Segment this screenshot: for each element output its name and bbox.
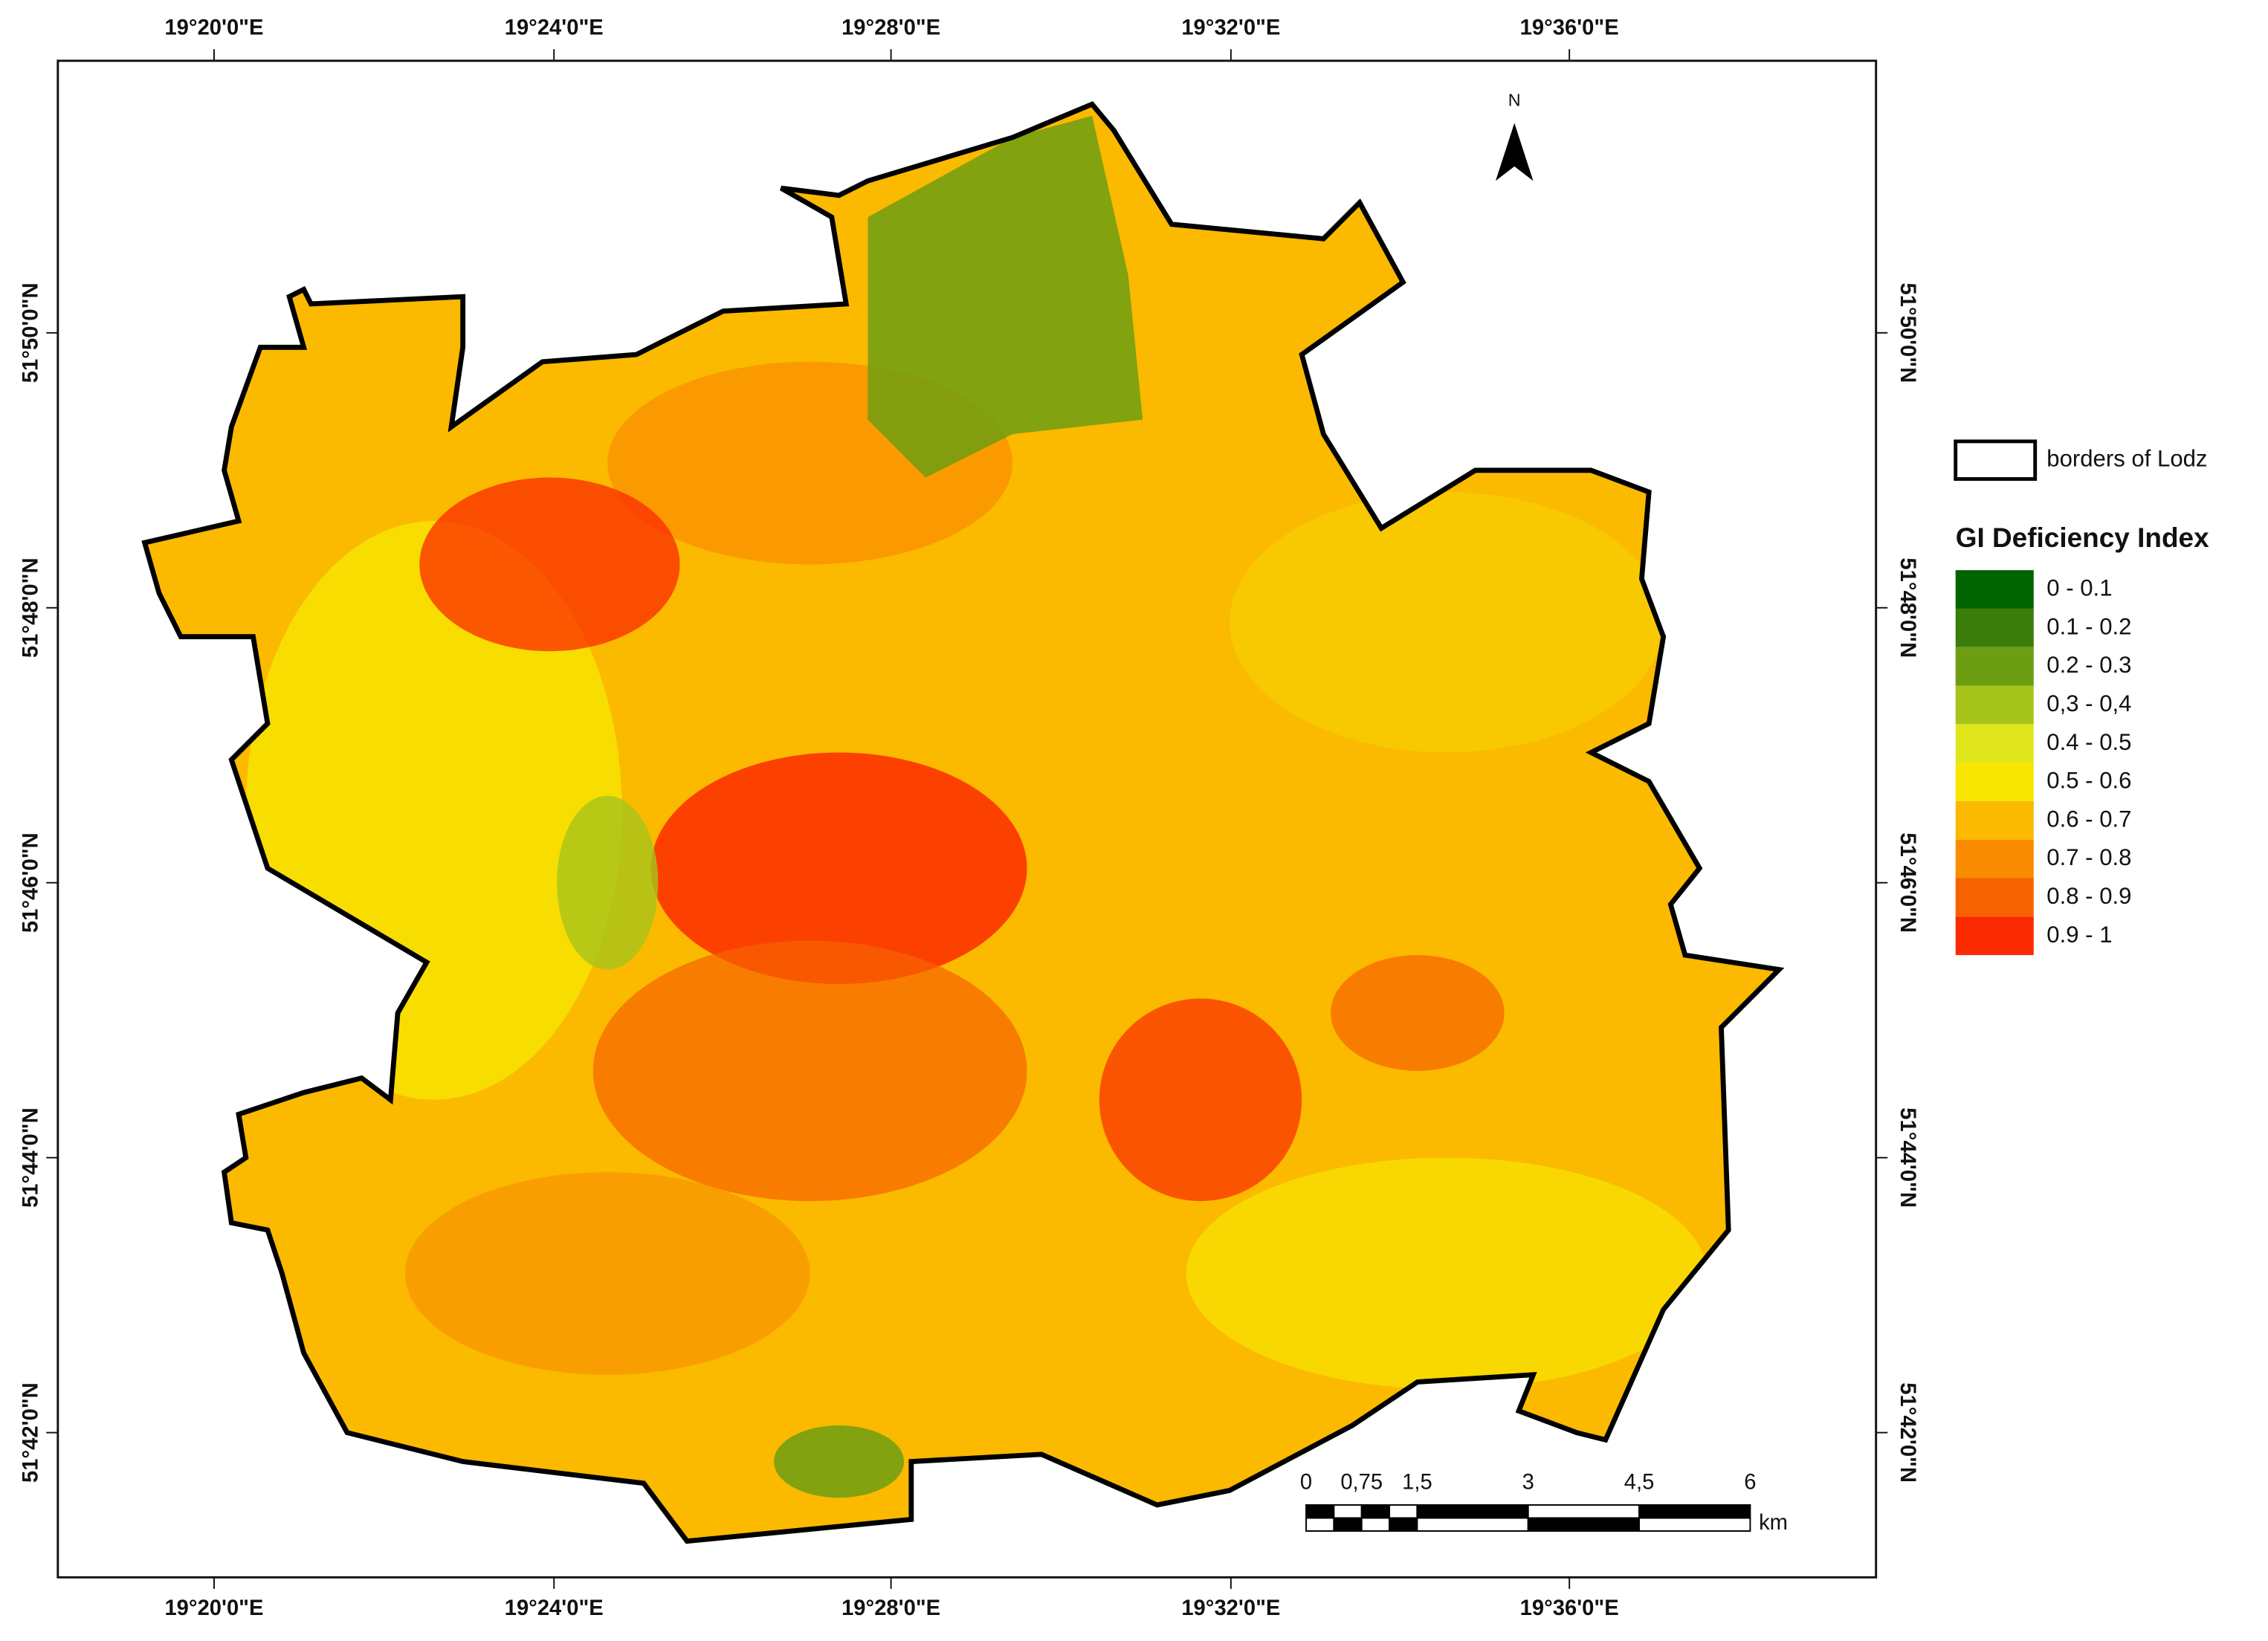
raster-patch <box>868 115 1143 478</box>
longitude-label: 19°32'0"E <box>1181 1596 1280 1620</box>
scale-segment <box>1305 1504 1335 1519</box>
legend-label: 0.1 - 0.2 <box>2046 613 2131 639</box>
legend-label: 0 - 0.1 <box>2046 575 2112 601</box>
legend-swatch <box>1955 763 2034 801</box>
latitude-label: 51°44'0"N <box>19 1107 43 1208</box>
raster-patch <box>1331 955 1505 1071</box>
scale-label: 1,5 <box>1402 1470 1432 1494</box>
legend-swatch <box>1955 800 2034 840</box>
raster-patch <box>650 752 1027 985</box>
legend-swatch <box>1955 916 2034 956</box>
scale-label: 4,5 <box>1624 1470 1655 1494</box>
scale-segment <box>1389 1517 1418 1532</box>
longitude-label: 19°36'0"E <box>1520 16 1619 40</box>
legend-label: 0.8 - 0.9 <box>2046 883 2131 909</box>
longitude-label: 19°28'0"E <box>841 1596 940 1620</box>
scale-label: 0,75 <box>1340 1470 1383 1494</box>
index-raster <box>144 104 1780 1541</box>
legend-label: 0.7 - 0.8 <box>2046 844 2131 870</box>
raster-patch <box>592 940 1027 1202</box>
legend-label: 0.9 - 1 <box>2046 922 2112 948</box>
latitude-label: 51°42'0"N <box>1896 1382 1919 1483</box>
scale-label: 3 <box>1522 1470 1534 1494</box>
legend-swatch <box>1955 839 2034 878</box>
map-frame <box>56 59 1878 1579</box>
raster-patch <box>1186 1157 1708 1390</box>
legend-label: borders of Lodz <box>2046 445 2207 471</box>
scale-bar: 0 0,75 1,5 3 4,5 6km <box>1300 1470 1788 1535</box>
scale-segment <box>1416 1517 1529 1532</box>
scale-segment <box>1333 1517 1363 1532</box>
latitude-label: 51°46'0"N <box>19 832 43 933</box>
longitude-label: 19°36'0"E <box>1520 1596 1619 1620</box>
scale-unit: km <box>1759 1511 1788 1535</box>
longitude-label: 19°32'0"E <box>1181 16 1280 40</box>
scale-segment <box>1638 1517 1751 1532</box>
legend-label: 0.4 - 0.5 <box>2046 729 2131 755</box>
raster-patch <box>773 1425 905 1498</box>
scale-segment <box>1389 1504 1418 1519</box>
north-arrow <box>1495 123 1534 181</box>
border-legend-swatch <box>1954 439 2038 481</box>
legend-swatch <box>1955 608 2034 647</box>
raster-patch <box>1229 492 1664 753</box>
scale-label: 0 <box>1300 1470 1312 1494</box>
legend-label: 0.5 - 0.6 <box>2046 768 2131 794</box>
raster-patch <box>404 1172 810 1375</box>
latitude-label: 51°48'0"N <box>19 557 43 658</box>
raster-patch <box>1099 998 1302 1202</box>
legend-label: 0.2 - 0.3 <box>2046 652 2131 678</box>
scale-segment <box>1360 1517 1391 1532</box>
legend-swatch <box>1955 570 2034 609</box>
legend-label: 0.6 - 0.7 <box>2046 806 2131 832</box>
scale-label: 6 <box>1744 1470 1756 1494</box>
legend-swatch <box>1955 685 2034 725</box>
longitude-label: 19°24'0"E <box>505 16 604 40</box>
scale-segment <box>1527 1504 1641 1519</box>
latitude-label: 51°44'0"N <box>1896 1107 1919 1208</box>
latitude-label: 51°50'0"N <box>1896 282 1919 383</box>
scale-segment <box>1638 1504 1751 1519</box>
legend-swatch <box>1955 878 2034 917</box>
scale-segment <box>1416 1504 1529 1519</box>
legend-swatch <box>1955 647 2034 686</box>
longitude-label: 19°20'0"E <box>164 1596 263 1620</box>
scale-segment <box>1305 1517 1335 1532</box>
longitude-label: 19°24'0"E <box>505 1596 604 1620</box>
legend-swatch <box>1955 724 2034 763</box>
latitude-label: 51°46'0"N <box>1896 832 1919 933</box>
latitude-label: 51°48'0"N <box>1896 557 1919 658</box>
scale-segment <box>1333 1504 1363 1519</box>
latitude-label: 51°42'0"N <box>19 1382 43 1483</box>
legend-label: 0,3 - 0,4 <box>2046 690 2131 716</box>
raster-patch <box>419 477 680 652</box>
north-label: N <box>1508 90 1521 109</box>
raster-patch <box>557 795 659 970</box>
legend-title: GI Deficiency Index <box>1956 522 2209 553</box>
scale-segment <box>1360 1504 1391 1519</box>
longitude-label: 19°20'0"E <box>164 16 263 40</box>
longitude-label: 19°28'0"E <box>841 16 940 40</box>
latitude-label: 51°50'0"N <box>19 282 43 383</box>
scale-segment <box>1527 1517 1641 1532</box>
